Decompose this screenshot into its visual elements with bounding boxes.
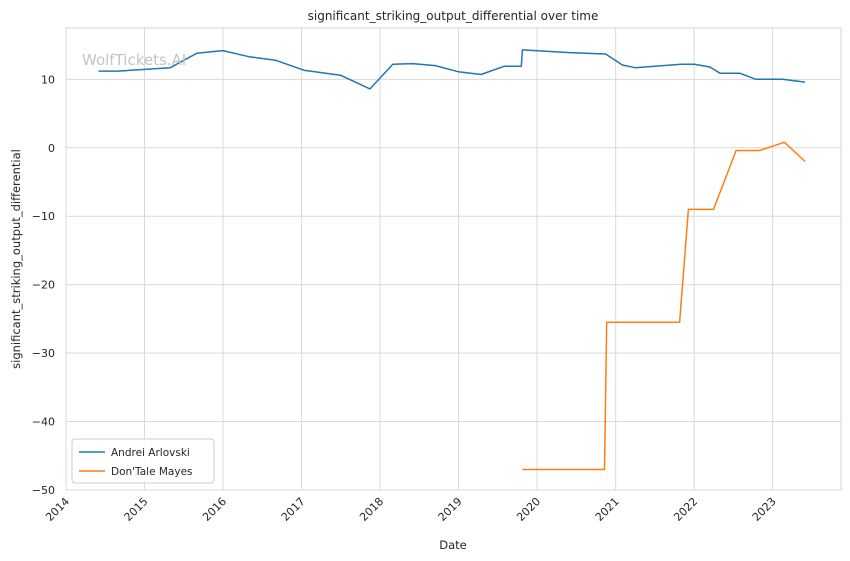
x-tick-label: 2015 (122, 495, 151, 524)
x-axis-title: Date (439, 538, 467, 552)
series-lines (98, 49, 806, 471)
x-tick-label: 2022 (671, 495, 700, 524)
y-tick-label: −50 (32, 484, 55, 497)
y-tick-label: −40 (32, 416, 55, 429)
series-line-andrei-arlovski (98, 49, 806, 90)
x-tick-label: 2018 (357, 495, 386, 524)
plot-area (65, 27, 842, 491)
x-tick-label: 2017 (279, 495, 308, 524)
x-tick-label: 2021 (593, 495, 622, 524)
x-tick-label: 2014 (43, 495, 72, 524)
y-tick-label: −10 (32, 210, 55, 223)
y-axis-title: significant_striking_output_differential (9, 149, 23, 369)
x-tick-label: 2019 (436, 495, 465, 524)
y-tick-label: 10 (41, 73, 55, 86)
legend-label-mayes: Don'Tale Mayes (111, 466, 193, 478)
grid-lines (65, 28, 841, 491)
x-tick-labels: 2014 2015 2016 2017 2018 2019 2020 2021 2022 2023 (43, 495, 779, 524)
x-tick-label: 2023 (750, 495, 779, 524)
y-tick-label: −20 (32, 279, 55, 292)
series-line-dontale-mayes (522, 141, 806, 471)
x-tick-label: 2020 (514, 495, 543, 524)
y-tick-label: −30 (32, 347, 55, 360)
legend-box (71, 438, 215, 484)
chart-title: significant_striking_output_differential… (308, 9, 599, 23)
watermark: WolfTickets.AI (82, 51, 186, 69)
legend-label-arlovski: Andrei Arlovski (111, 447, 190, 459)
y-tick-label: 0 (48, 142, 55, 155)
legend: Andrei Arlovski Don'Tale Mayes (71, 438, 215, 484)
y-tick-labels: 10 0 −10 −20 −30 −40 −50 (32, 73, 55, 497)
x-tick-label: 2016 (200, 495, 229, 524)
